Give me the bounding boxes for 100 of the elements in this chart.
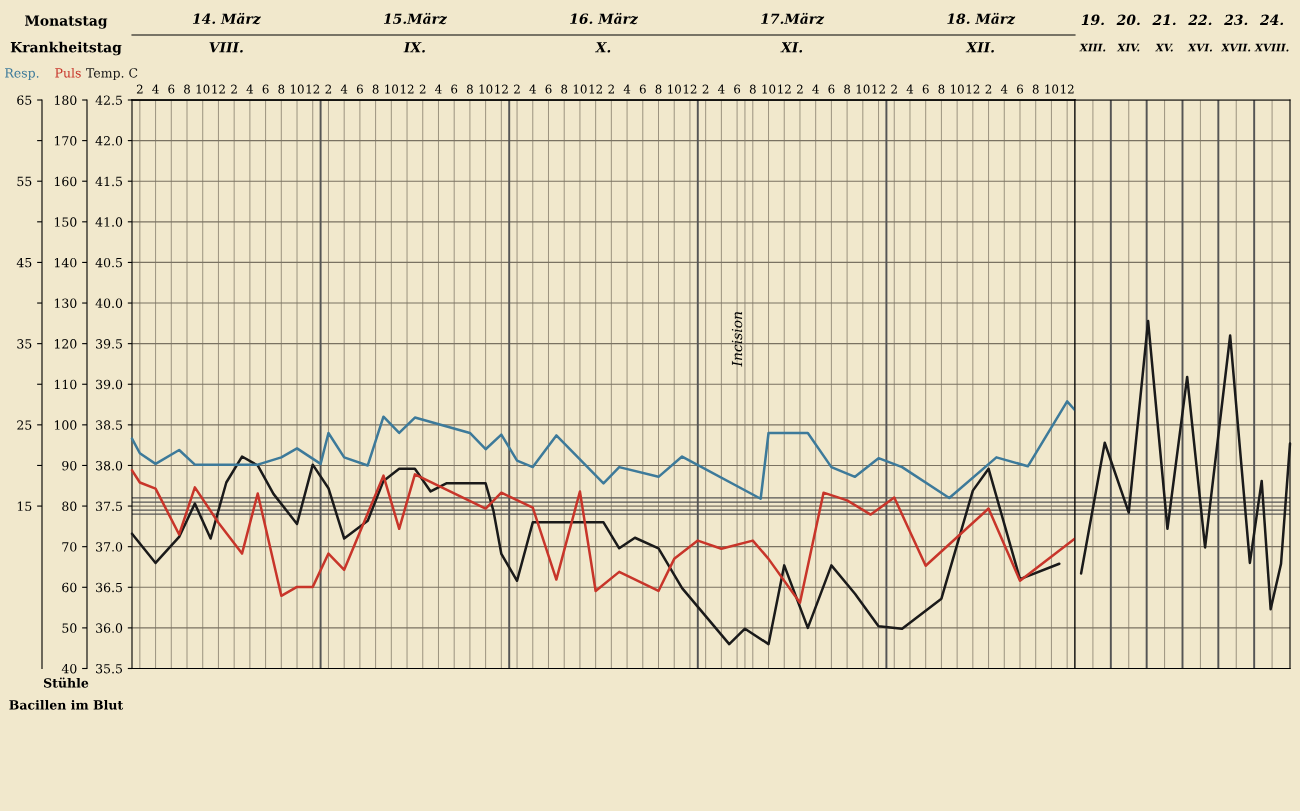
y-tick-label: 37.5 bbox=[96, 501, 123, 511]
x-tick-label: 8 bbox=[844, 84, 851, 94]
y-tick-label: 40.5 bbox=[95, 257, 123, 268]
x-tick-label: 12 bbox=[966, 84, 980, 94]
y-tick-label: 38.0 bbox=[96, 460, 123, 471]
x-tick-label: 4 bbox=[152, 84, 159, 94]
x-tick-label: 19. bbox=[1081, 14, 1104, 26]
x-tick-label: 2 bbox=[985, 84, 992, 94]
y-tick-label: 36.0 bbox=[96, 623, 123, 633]
x-tick-label: 6 bbox=[828, 84, 835, 94]
x-tick-label: 6 bbox=[545, 84, 552, 94]
x-tick-label: 10 bbox=[196, 84, 210, 94]
x-tick-label: 10 bbox=[385, 84, 399, 94]
x-tick-label: 2 bbox=[891, 84, 897, 94]
x-tick-label: 10 bbox=[1045, 84, 1059, 94]
y2-tick-label: 160 bbox=[54, 176, 77, 187]
y-tick-label: 35.5 bbox=[96, 663, 123, 674]
x-tick-label: 10 bbox=[762, 84, 776, 94]
x-tick-label: 12 bbox=[306, 84, 320, 94]
category-label: XII. bbox=[965, 42, 994, 53]
x-tick-label: 12 bbox=[589, 84, 602, 94]
x-tick-label: 4 bbox=[340, 84, 348, 94]
category-label: XIV. bbox=[1116, 43, 1140, 52]
x-tick-label: 24. bbox=[1259, 14, 1284, 26]
x-tick-label: 12 bbox=[1061, 84, 1074, 94]
category-label: XI. bbox=[780, 42, 803, 53]
y3-tick-label: 55 bbox=[17, 176, 32, 187]
x-tick-label: 12 bbox=[495, 84, 508, 94]
category-label: XVI. bbox=[1187, 43, 1212, 52]
x-tick-label: 6 bbox=[168, 84, 175, 94]
x-tick-label: 10 bbox=[668, 84, 681, 94]
x-tick-label: 20. bbox=[1116, 14, 1140, 26]
x-tick-label: 8 bbox=[372, 84, 379, 94]
y-tick-label: 41.5 bbox=[95, 176, 123, 187]
x-tick-label: 6 bbox=[262, 84, 269, 94]
category-label: VIII. bbox=[209, 42, 243, 53]
x-tick-label: 2 bbox=[325, 84, 332, 94]
x-tick-label: 8 bbox=[749, 84, 756, 94]
x-tick-label: 8 bbox=[278, 84, 285, 94]
x-tick-label: 4 bbox=[812, 84, 819, 94]
y2-tick-label: 120 bbox=[54, 339, 77, 349]
x-tick-label: 22. bbox=[1188, 14, 1212, 26]
x2-tick-label: 16. März bbox=[570, 12, 639, 25]
y2-tick-label: 40 bbox=[61, 663, 77, 674]
category-label: XIII. bbox=[1079, 43, 1106, 52]
y2-tick-label: 60 bbox=[62, 582, 77, 593]
x-tick-label: 8 bbox=[466, 84, 473, 94]
y-tick-label: 39.0 bbox=[96, 379, 123, 390]
x-tick-label: 4 bbox=[435, 84, 442, 94]
y-tick-label: 42.5 bbox=[95, 95, 123, 105]
y2-tick-label: 150 bbox=[54, 217, 77, 227]
x-tick-label: 4 bbox=[529, 84, 536, 94]
x-tick-label: 6 bbox=[356, 84, 363, 94]
x-tick-label: 12 bbox=[212, 84, 225, 94]
x-tick-label: 4 bbox=[906, 84, 914, 94]
x2-tick-label: 17.März bbox=[761, 12, 825, 25]
y2-tick-label: 70 bbox=[62, 542, 77, 552]
x-tick-label: 4 bbox=[1000, 84, 1008, 94]
x-tick-label: 6 bbox=[1017, 84, 1023, 94]
x-tick-label: 8 bbox=[561, 84, 568, 94]
x2-tick-label: 14. März bbox=[192, 12, 261, 25]
text: Stühle bbox=[43, 677, 89, 688]
x-tick-label: 4 bbox=[246, 84, 254, 94]
x-tick-label: 10 bbox=[951, 84, 964, 94]
x-tick-label: 8 bbox=[655, 84, 662, 94]
x-tick-label: 12 bbox=[683, 84, 697, 94]
y3-tick-label: 25 bbox=[17, 420, 32, 430]
y2-tick-label: 130 bbox=[54, 298, 77, 308]
y2-tick-label: 80 bbox=[62, 501, 77, 511]
x-tick-label: 21. bbox=[1152, 14, 1176, 26]
x-tick-label: 12 bbox=[872, 84, 885, 94]
y-tick-label: 39.5 bbox=[96, 339, 123, 349]
y3-tick-label: 35 bbox=[17, 339, 32, 349]
category-label: IX. bbox=[403, 42, 425, 53]
y-tick-label: 42.0 bbox=[95, 136, 123, 146]
x-tick-label: 2 bbox=[231, 84, 237, 94]
category-label: XV. bbox=[1155, 43, 1173, 52]
x2-axis-title: Monatstag bbox=[25, 15, 108, 29]
y3-axis-title: Resp. bbox=[5, 68, 39, 81]
x-tick-label: 6 bbox=[451, 84, 458, 94]
y2-tick-label: 170 bbox=[54, 136, 77, 146]
y3-tick-label: 45 bbox=[16, 257, 32, 268]
text: Bacillen im Blut bbox=[9, 699, 124, 710]
x-tick-label: 6 bbox=[639, 84, 646, 94]
y2-tick-label: 90 bbox=[62, 460, 77, 471]
x-tick-label: 8 bbox=[938, 84, 945, 94]
x-tick-label: 23. bbox=[1224, 14, 1248, 26]
x-tick-label: 10 bbox=[479, 84, 493, 94]
x-tick-label: 2 bbox=[608, 84, 614, 94]
x-tick-label: 2 bbox=[419, 84, 426, 94]
x-tick-label: 8 bbox=[184, 84, 190, 94]
y-tick-label: 36.5 bbox=[96, 582, 123, 593]
y-tick-label: 41.0 bbox=[95, 217, 123, 227]
y-tick-label: 37.0 bbox=[96, 542, 123, 552]
y2-tick-label: 180 bbox=[54, 95, 77, 105]
x-tick-label: 12 bbox=[778, 84, 791, 94]
y2-axis-title: Puls bbox=[55, 67, 81, 78]
x-tick-label: 4 bbox=[623, 84, 631, 94]
x-tick-label: 10 bbox=[856, 84, 870, 94]
y-tick-label: 40.0 bbox=[95, 298, 123, 308]
